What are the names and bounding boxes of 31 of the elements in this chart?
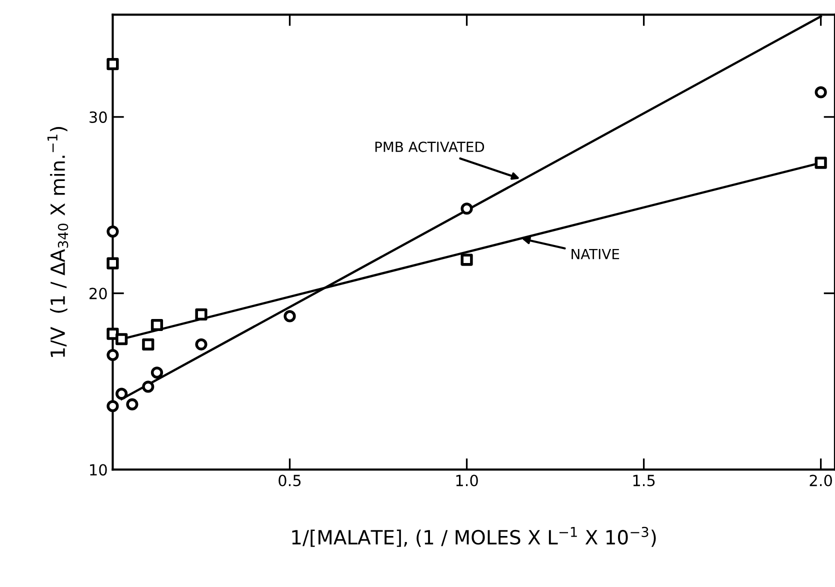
annotation: NATIVE xyxy=(572,248,620,260)
point xyxy=(814,86,827,98)
y-tick-label: 10 xyxy=(90,464,107,476)
point xyxy=(814,156,827,169)
point xyxy=(106,257,119,270)
point xyxy=(284,310,296,322)
point xyxy=(106,328,119,340)
x-tick-label: 2.0 xyxy=(810,474,832,486)
point xyxy=(106,58,119,70)
x-tick-label: 1.5 xyxy=(633,474,655,486)
point xyxy=(106,226,119,238)
point xyxy=(106,348,119,362)
point xyxy=(142,380,154,393)
point xyxy=(142,338,154,350)
point xyxy=(460,202,473,215)
annotation: PMB ACTIVATED xyxy=(375,142,484,152)
y-tick-label: 30 xyxy=(90,111,107,123)
point xyxy=(195,308,208,320)
y-axis-title: 1/V (1 / ΔA$_{340}$ X min.$^{−1}$) xyxy=(47,127,68,357)
point xyxy=(460,254,473,266)
y-tick-label: 20 xyxy=(90,288,107,300)
x-tick-label: 1.0 xyxy=(456,474,478,486)
point xyxy=(116,388,128,400)
point xyxy=(195,338,208,350)
x-tick-label: 0.5 xyxy=(278,474,301,486)
point xyxy=(116,333,128,346)
point xyxy=(150,318,164,332)
x-axis-title: 1/[MALATE], (1 / MOLES X L$^{−1}$ X 10$^{−3}$) xyxy=(292,526,656,547)
point xyxy=(106,400,119,412)
point xyxy=(150,366,164,379)
point xyxy=(126,398,138,410)
